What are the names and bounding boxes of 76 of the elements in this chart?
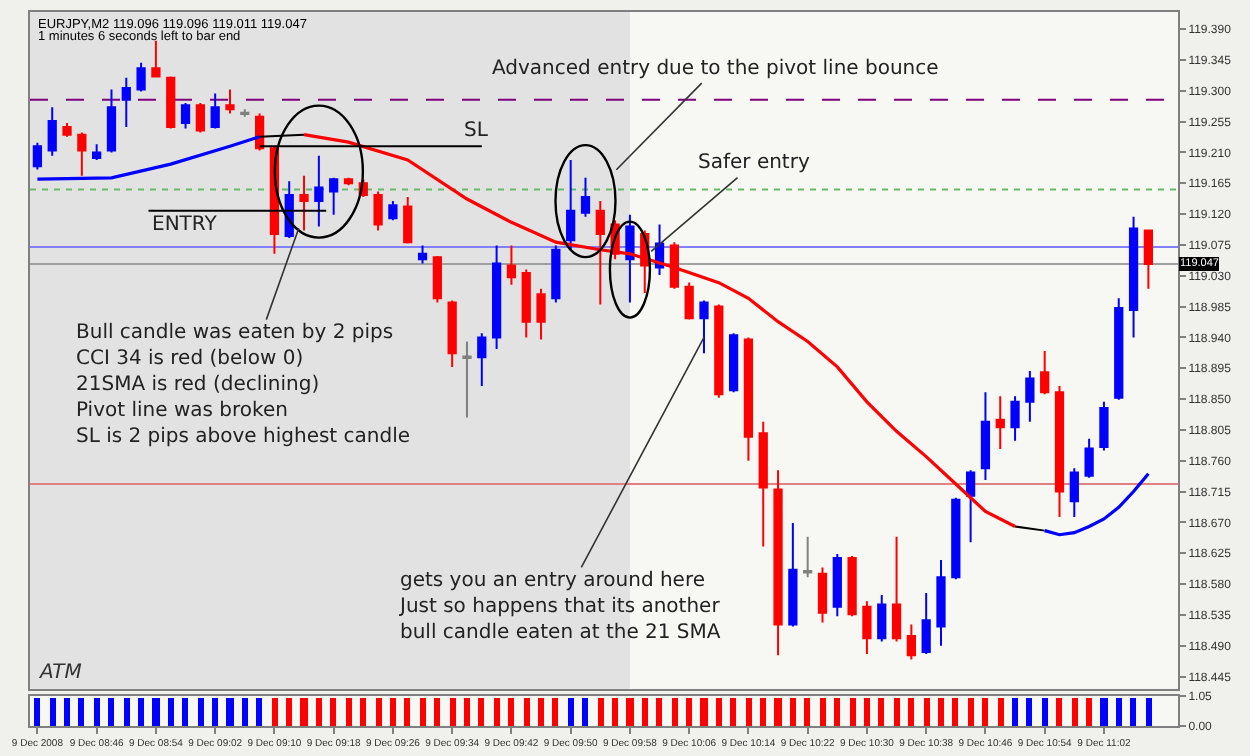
candlestick (92, 143, 102, 161)
candlestick (432, 254, 442, 304)
candlestick (403, 195, 413, 245)
candlestick (758, 420, 768, 548)
candlestick (906, 623, 916, 661)
candlestick (891, 535, 902, 643)
candlestick (1128, 215, 1139, 339)
candlestick (477, 332, 487, 388)
candlestick (951, 496, 961, 581)
candlestick (1040, 350, 1050, 396)
candlestick (936, 559, 946, 647)
candlestick (225, 88, 235, 115)
candlestick (980, 391, 991, 481)
candlestick (877, 594, 887, 643)
candlestick (1010, 395, 1020, 442)
annotation: Advanced entry due to the pivot line bounce (492, 58, 939, 80)
candlestick (299, 174, 309, 232)
candlestick (551, 244, 561, 304)
candlestick (462, 340, 472, 419)
candlestick (106, 88, 117, 154)
candlestick (166, 75, 176, 130)
candlestick (699, 299, 709, 355)
candlestick (684, 281, 694, 321)
candlestick (714, 303, 724, 399)
candlestick (921, 591, 931, 655)
candlestick (314, 154, 324, 228)
annotation: Safer entry (698, 152, 810, 174)
candlestick (1143, 229, 1153, 290)
candlestick (491, 244, 502, 351)
candlestick (536, 287, 546, 341)
candlestick (966, 469, 976, 544)
line-series (1043, 472, 1150, 537)
candlestick (595, 200, 605, 306)
candlestick (1054, 385, 1065, 518)
candlestick (62, 121, 72, 138)
candlestick (566, 158, 576, 251)
candlestick (180, 102, 191, 130)
chart-title: ATM (38, 662, 83, 684)
candlestick (447, 299, 457, 368)
candlestick (728, 332, 739, 394)
candlestick (832, 552, 842, 618)
candlestick (1084, 437, 1094, 479)
candlestick (580, 176, 591, 218)
candlestick (862, 600, 872, 655)
candlestick (506, 244, 517, 286)
candlestick (817, 566, 828, 624)
annotation: ENTRY (152, 214, 219, 236)
candlestick (743, 336, 754, 462)
candlestick (847, 554, 857, 618)
candlestick (803, 535, 813, 579)
candlestick (373, 190, 383, 232)
candlestick (1025, 369, 1035, 423)
candlestick (47, 106, 57, 157)
annotation: Bull candle was eaten by 2 pips CCI 34 is red (below 0) 21SMA is red (declining) Pivot line was broken SL is 2 pips above highest candle (76, 322, 411, 448)
candlestick (329, 176, 339, 216)
candlestick (625, 213, 635, 304)
candlestick (195, 102, 205, 134)
annotation: SL (464, 120, 489, 142)
candlestick (1069, 467, 1079, 518)
candlestick (388, 200, 398, 222)
candlestick (995, 395, 1005, 451)
candlestick (77, 131, 87, 177)
candlestick (32, 141, 43, 171)
candlestick (210, 92, 220, 130)
candlestick (240, 108, 250, 118)
candlestick (1114, 297, 1124, 401)
candlestick (151, 39, 161, 78)
candlestick (121, 76, 131, 129)
candlestick (773, 469, 783, 657)
candlestick (521, 268, 531, 339)
candlestick (788, 522, 798, 628)
candlestick (417, 244, 428, 265)
line-series (35, 135, 262, 181)
annotation: gets you an entry around here Just so happens that its another bull candle eaten at the 21 SMA (398, 570, 722, 644)
candlestick (1099, 400, 1109, 452)
candlestick (136, 61, 146, 93)
